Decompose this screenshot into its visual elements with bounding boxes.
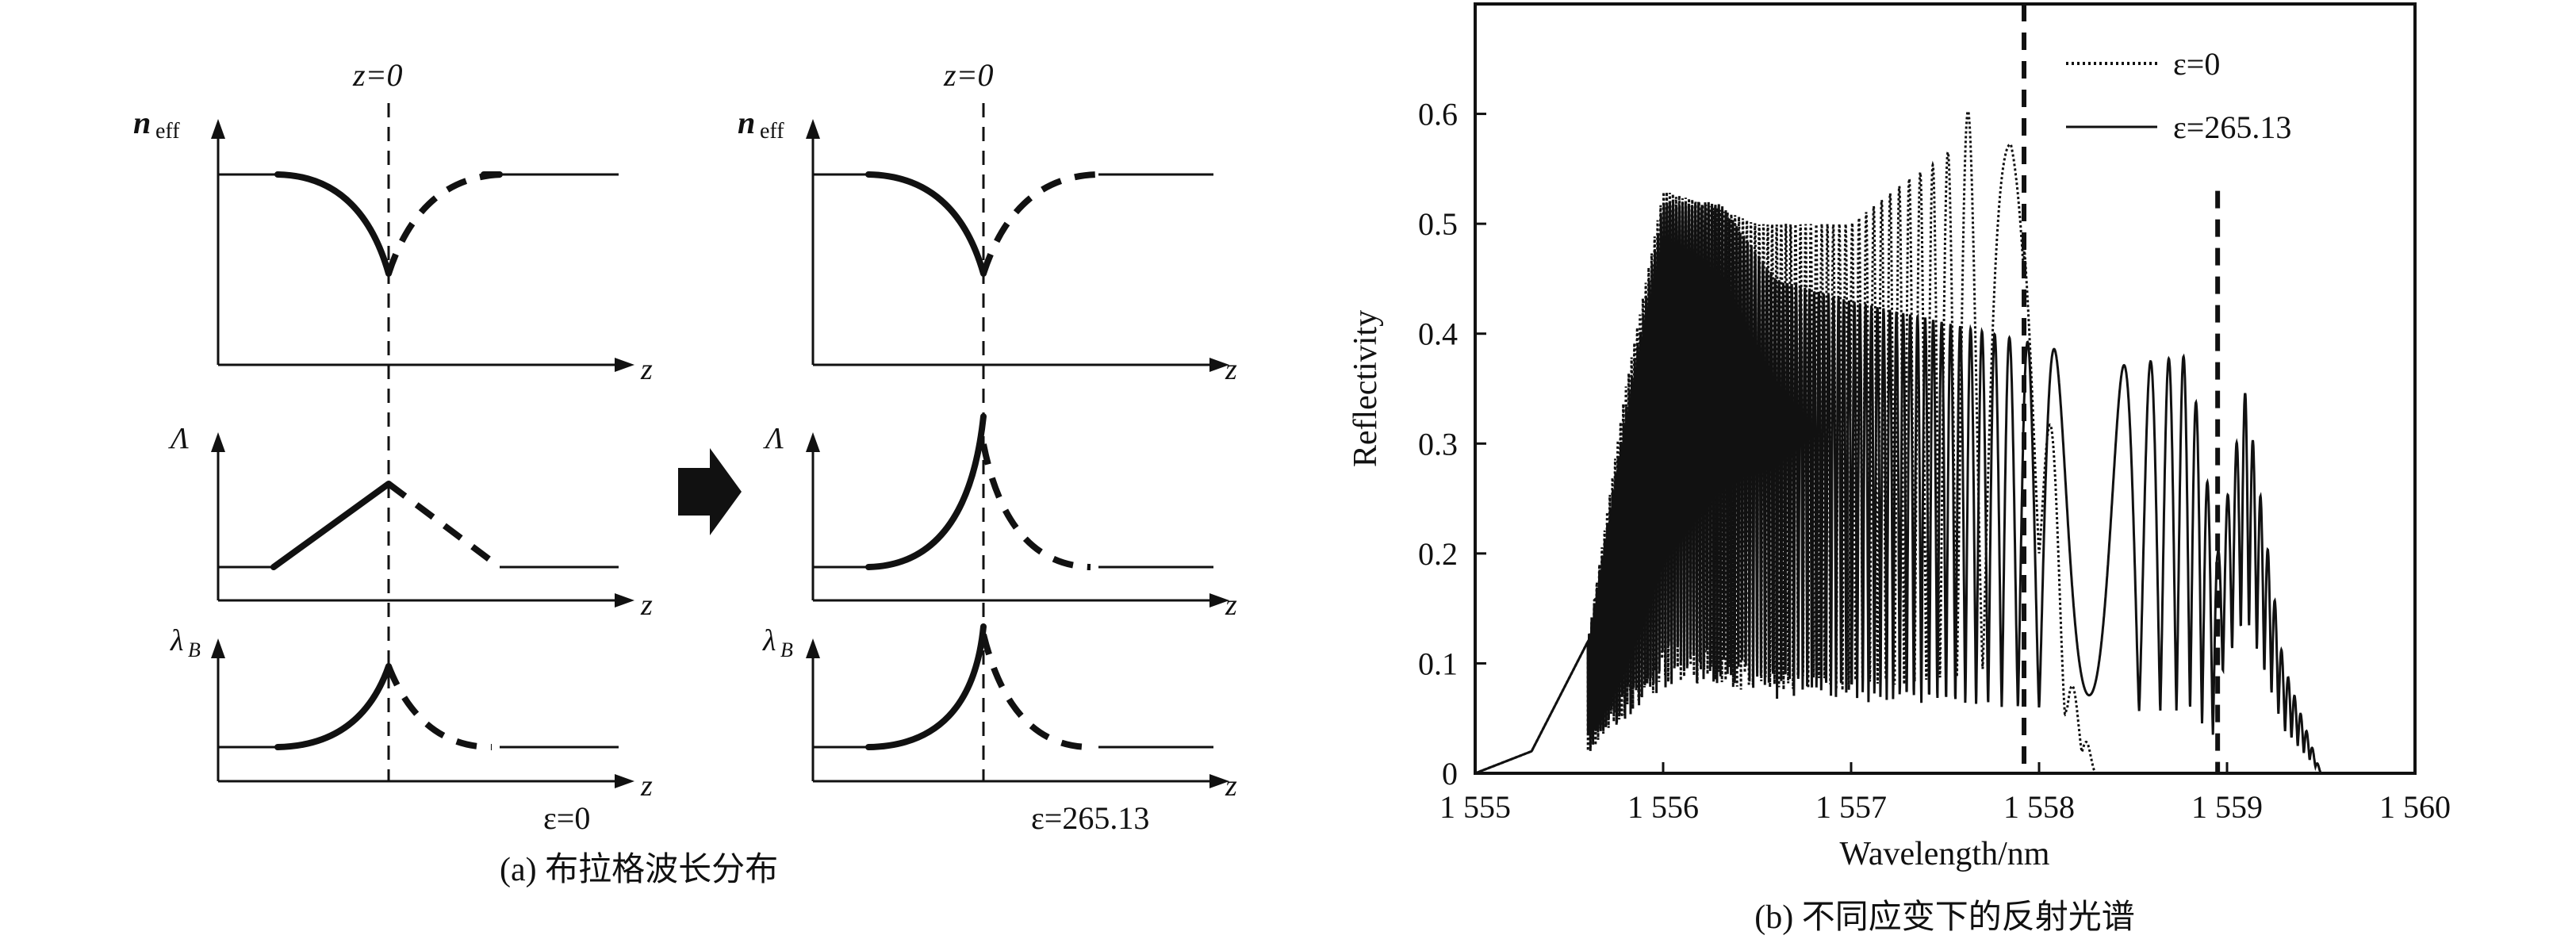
y-tick-label: 0: [1442, 756, 1458, 792]
y-tick-label: 0.6: [1418, 97, 1458, 132]
left-period-z: z: [640, 588, 653, 622]
left-lambda-axes: λ B z: [170, 624, 653, 803]
right-zero-label: z=0: [943, 57, 994, 93]
left-neff-label: n: [133, 105, 151, 140]
panel-a-right: z=0 n eff z Λ z: [738, 57, 1237, 836]
right-neff-axes: n eff z: [738, 105, 1237, 386]
x-tick-layer: 1 555 1 556 1 557 1 558 1 559 1 560: [1439, 762, 2451, 825]
x-tick-label: 1 557: [1815, 789, 1887, 825]
series-layer: [1474, 109, 2322, 775]
left-strain-label: ε=0: [543, 800, 590, 836]
left-neff-sub: eff: [155, 119, 180, 144]
x-axis-label: Wavelength/nm: [1840, 836, 2050, 872]
left-neff-z: z: [640, 353, 653, 386]
legend-label-1: ε=265.13: [2173, 109, 2291, 145]
y-tick-label: 0.5: [1418, 206, 1458, 242]
series-line-1: [1474, 201, 2322, 775]
y-tick-label: 0.2: [1418, 536, 1458, 572]
panel-b-caption: (b) 不同应变下的反射光谱: [1754, 899, 2134, 936]
series-line-0: [1474, 109, 2097, 775]
panel-b-chart: 0 0.1 0.2 0.3 0.4 0.5 0.6 1 555 1 556 1 557 1 558…: [1347, 2, 2451, 936]
x-tick-label: 1 556: [1627, 789, 1699, 825]
left-neff-axes: n eff z: [133, 105, 653, 386]
x-tick-label: 1 560: [2379, 789, 2451, 825]
right-arrow-icon: [678, 448, 742, 535]
right-period-z: z: [1225, 588, 1237, 622]
x-tick-label: 1 558: [2003, 789, 2075, 825]
y-tick-layer: 0 0.1 0.2 0.3 0.4 0.5 0.6: [1418, 97, 1486, 792]
x-tick-label: 1 559: [2191, 789, 2263, 825]
panel-a-caption: (a) 布拉格波长分布: [500, 851, 778, 888]
y-tick-label: 0.1: [1418, 646, 1458, 681]
left-zero-label: z=0: [352, 57, 403, 93]
right-neff-z: z: [1225, 353, 1237, 386]
legend-label-0: ε=0: [2173, 46, 2220, 82]
y-axis-label: Reflectivity: [1347, 310, 1384, 467]
y-tick-label: 0.4: [1418, 316, 1458, 352]
right-period-axes: Λ z: [763, 422, 1237, 622]
right-strain-label: ε=265.13: [1031, 800, 1149, 836]
legend: ε=0 ε=265.13: [2066, 46, 2291, 145]
plot-frame: [1474, 2, 2417, 775]
right-lambda-label: λ: [762, 624, 776, 657]
left-lambda-label: λ: [170, 624, 183, 657]
left-lambda-z: z: [640, 769, 653, 803]
y-tick-label: 0.3: [1418, 426, 1458, 462]
left-lambda-sub: B: [188, 638, 201, 661]
right-lambda-z: z: [1225, 769, 1237, 803]
left-period-axes: Λ z: [168, 422, 653, 622]
panel-a-left: z=0 n eff z Λ z: [133, 57, 653, 836]
right-period-label: Λ: [763, 422, 784, 455]
x-tick-label: 1 555: [1439, 789, 1511, 825]
right-neff-sub: eff: [760, 119, 784, 144]
right-lambda-sub: B: [780, 638, 793, 661]
left-period-label: Λ: [168, 422, 189, 455]
bragg-edge-layer: [2022, 4, 2221, 773]
right-neff-label: n: [738, 105, 755, 140]
right-lambda-axes: λ B z: [762, 624, 1237, 803]
